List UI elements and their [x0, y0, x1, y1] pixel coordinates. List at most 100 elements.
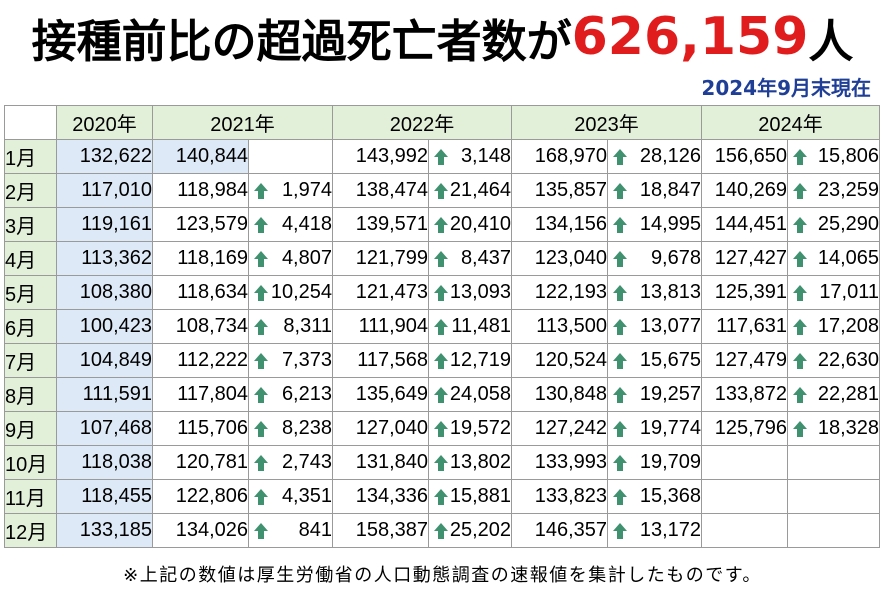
increase-value: 7,373	[281, 349, 332, 371]
increase-value: 13,077	[639, 315, 701, 337]
increase-value: 10,254	[270, 281, 332, 303]
deaths-2021: 112,222	[152, 343, 249, 378]
month-label: 7月	[4, 343, 57, 378]
deaths-2024: 140,269	[701, 173, 788, 208]
increase-value: 19,257	[639, 383, 701, 405]
increase-value: 8,311	[283, 315, 332, 337]
diff-2024: 14,065	[787, 241, 880, 276]
table-body: 1月 132,622 140,844 143,992 3,148 168,970 28,12…	[4, 139, 880, 548]
deaths-2023: 120,524	[511, 343, 608, 378]
deaths-2020: 118,038	[56, 445, 153, 480]
deaths-2022: 117,568	[332, 343, 429, 378]
increase-value: 17,011	[819, 281, 879, 303]
increase-value: 28,126	[639, 145, 701, 167]
up-arrow-icon	[434, 454, 448, 471]
increase-value: 8,437	[460, 247, 511, 269]
increase-value: 15,368	[639, 485, 701, 507]
diff-2023: 19,257	[607, 377, 702, 412]
month-label: 8月	[4, 377, 57, 412]
deaths-2023: 135,857	[511, 173, 608, 208]
up-arrow-icon	[793, 148, 807, 165]
increase-value: 17,208	[817, 315, 879, 337]
diff-2023: 14,995	[607, 207, 702, 242]
deaths-2024: 125,796	[701, 411, 788, 446]
increase-value: 14,995	[639, 213, 701, 235]
diff-2022: 11,481	[428, 309, 512, 344]
deaths-2020: 108,380	[56, 275, 153, 310]
diff-2022: 20,410	[428, 207, 512, 242]
excess-deaths-total: 626,159	[571, 7, 809, 67]
up-arrow-icon	[613, 216, 627, 233]
increase-value: 18,328	[817, 417, 879, 439]
deaths-2024: 127,479	[701, 343, 788, 378]
deaths-2022: 139,571	[332, 207, 429, 242]
month-label: 6月	[4, 309, 57, 344]
increase-value: 11,481	[451, 315, 511, 337]
header-2022: 2022年	[332, 105, 512, 140]
up-arrow-icon	[434, 420, 448, 437]
header-2023: 2023年	[511, 105, 702, 140]
up-arrow-icon	[613, 148, 627, 165]
up-arrow-icon	[434, 522, 448, 539]
diff-2021: 2,743	[248, 445, 333, 480]
up-arrow-icon	[434, 352, 448, 369]
diff-2023: 9,678	[607, 241, 702, 276]
up-arrow-icon	[613, 250, 627, 267]
deaths-2021: 118,634	[152, 275, 249, 310]
up-arrow-icon	[254, 454, 268, 471]
up-arrow-icon	[613, 420, 627, 437]
up-arrow-icon	[793, 352, 807, 369]
diff-2024	[787, 513, 880, 548]
deaths-2022: 121,473	[332, 275, 429, 310]
increase-value: 18,847	[639, 179, 701, 201]
deaths-2020: 113,362	[56, 241, 153, 276]
deaths-2020: 132,622	[56, 139, 153, 174]
up-arrow-icon	[613, 522, 627, 539]
up-arrow-icon	[613, 182, 627, 199]
deaths-2023: 113,500	[511, 309, 608, 344]
increase-value: 23,259	[817, 179, 879, 201]
increase-value: 841	[298, 519, 332, 541]
up-arrow-icon	[793, 284, 807, 301]
deaths-2022: 127,040	[332, 411, 429, 446]
up-arrow-icon	[254, 250, 268, 267]
diff-2024: 17,011	[787, 275, 880, 310]
header-2024: 2024年	[701, 105, 880, 140]
table-row: 7月 104,849 112,222 7,373 117,568 12,719 120,52…	[4, 343, 880, 378]
increase-value: 19,774	[639, 417, 701, 439]
up-arrow-icon	[434, 318, 448, 335]
table-row: 4月 113,362 118,169 4,807 121,799 8,437 123,040…	[4, 241, 880, 276]
increase-value: 22,630	[817, 349, 879, 371]
up-arrow-icon	[434, 284, 448, 301]
up-arrow-icon	[613, 488, 627, 505]
up-arrow-icon	[254, 352, 268, 369]
diff-2023: 15,675	[607, 343, 702, 378]
up-arrow-icon	[434, 386, 448, 403]
page-title: 接種前比の超過死亡者数が 626,159 人	[0, 2, 885, 72]
diff-2021: 8,238	[248, 411, 333, 446]
diff-2021: 4,807	[248, 241, 333, 276]
deaths-2020: 119,161	[56, 207, 153, 242]
table-row: 11月 118,455 122,806 4,351 134,336 15,881 133,8…	[4, 479, 880, 514]
month-label: 1月	[4, 139, 57, 174]
increase-value: 4,418	[281, 213, 332, 235]
deaths-2021: 117,804	[152, 377, 249, 412]
increase-value: 13,813	[639, 281, 701, 303]
diff-2022: 13,802	[428, 445, 512, 480]
deaths-2022: 158,387	[332, 513, 429, 548]
deaths-2021: 118,984	[152, 173, 249, 208]
deaths-2021: 140,844	[152, 139, 249, 174]
diff-2022: 21,464	[428, 173, 512, 208]
up-arrow-icon	[613, 318, 627, 335]
up-arrow-icon	[793, 386, 807, 403]
up-arrow-icon	[793, 216, 807, 233]
increase-value: 25,290	[817, 213, 879, 235]
header-corner	[4, 105, 57, 140]
diff-2024: 25,290	[787, 207, 880, 242]
increase-value: 15,806	[817, 145, 879, 167]
diff-2023: 19,774	[607, 411, 702, 446]
diff-2022: 8,437	[428, 241, 512, 276]
diff-2024: 22,630	[787, 343, 880, 378]
up-arrow-icon	[254, 522, 268, 539]
deaths-2023: 133,823	[511, 479, 608, 514]
